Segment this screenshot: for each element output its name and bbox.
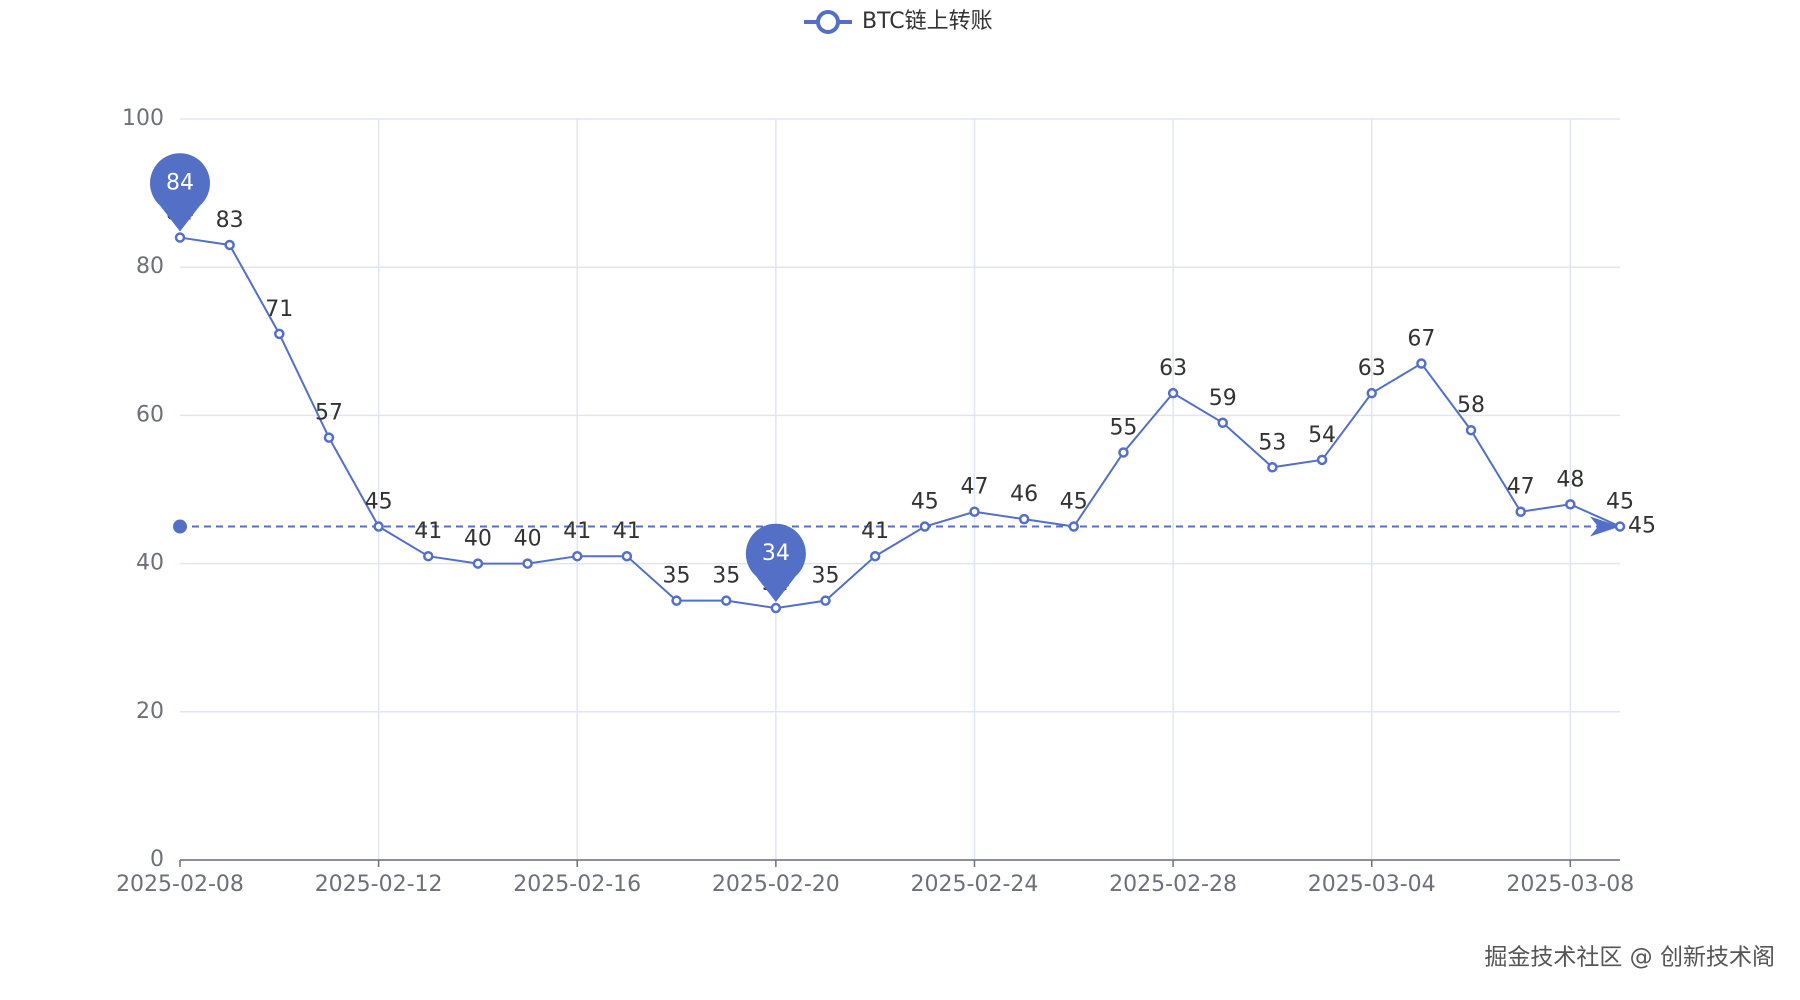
mark-line-start xyxy=(173,519,187,534)
data-point xyxy=(174,232,186,243)
y-tick-label: 60 xyxy=(136,402,164,427)
data-point xyxy=(1118,447,1129,458)
data-label: 47 xyxy=(1507,475,1535,500)
data-label: 63 xyxy=(1358,356,1386,381)
data-label: 45 xyxy=(365,490,393,515)
y-tick-label: 20 xyxy=(136,699,164,724)
data-point xyxy=(1267,462,1278,473)
x-tick-label: 2025-02-24 xyxy=(911,872,1039,897)
data-point xyxy=(472,558,484,569)
y-tick-label: 40 xyxy=(136,551,164,576)
data-label: 47 xyxy=(960,475,988,500)
x-tick-label: 2025-03-08 xyxy=(1506,872,1634,897)
x-tick-label: 2025-02-20 xyxy=(712,872,840,897)
data-point xyxy=(720,595,732,606)
x-tick-label: 2025-02-28 xyxy=(1109,872,1237,897)
data-label: 35 xyxy=(712,564,740,589)
y-tick-label: 80 xyxy=(136,254,164,279)
data-label: 67 xyxy=(1407,327,1435,352)
data-label: 41 xyxy=(861,519,889,544)
data-point xyxy=(1316,454,1328,466)
data-point xyxy=(1068,521,1080,532)
data-point xyxy=(1465,424,1477,436)
data-label: 40 xyxy=(464,527,492,552)
data-label: 45 xyxy=(911,490,939,515)
data-point xyxy=(671,595,682,606)
data-point xyxy=(820,595,831,606)
data-point xyxy=(323,432,335,443)
legend-label: BTC链上转账 xyxy=(862,9,993,34)
x-tick-label: 2025-02-16 xyxy=(513,872,641,897)
y-tick-label: 100 xyxy=(122,106,164,131)
data-label: 41 xyxy=(414,519,442,544)
data-point xyxy=(274,328,285,340)
x-tick-label: 2025-02-08 xyxy=(116,872,244,897)
data-point xyxy=(224,239,235,251)
data-label: 83 xyxy=(216,208,244,233)
data-label: 59 xyxy=(1209,386,1237,411)
legend-marker xyxy=(816,10,840,34)
data-label: 53 xyxy=(1258,430,1286,455)
data-point xyxy=(1515,506,1526,517)
data-point xyxy=(571,550,583,562)
data-label: 71 xyxy=(265,297,293,322)
data-point xyxy=(1167,387,1179,399)
data-label: 57 xyxy=(315,401,343,426)
data-label: 55 xyxy=(1109,415,1137,440)
watermark: 掘金技术社区 @ 创新技术阁 xyxy=(1484,945,1775,971)
y-tick-label: 0 xyxy=(150,847,164,872)
data-label: 58 xyxy=(1457,393,1485,418)
mark-line-arrow xyxy=(1590,516,1620,537)
data-label: 54 xyxy=(1308,423,1336,448)
data-label: 46 xyxy=(1010,482,1038,507)
data-point xyxy=(770,602,782,614)
data-label: 45 xyxy=(1606,490,1634,515)
data-point xyxy=(919,521,931,532)
mark-line-label: 45 xyxy=(1628,514,1656,539)
mark-pin-label: 34 xyxy=(762,541,790,566)
mark-pin xyxy=(149,153,210,232)
data-label: 40 xyxy=(514,527,542,552)
data-point xyxy=(1366,387,1377,399)
data-label: 41 xyxy=(563,519,591,544)
mark-pin xyxy=(745,523,806,603)
series-line xyxy=(179,236,1621,610)
data-point xyxy=(1217,417,1229,429)
data-point xyxy=(1565,499,1576,510)
data-label: 45 xyxy=(1060,490,1088,515)
data-label: 41 xyxy=(613,519,641,544)
data-point xyxy=(1614,521,1626,532)
mark-pin-label: 84 xyxy=(166,171,194,196)
data-point xyxy=(1018,513,1030,525)
data-label: 35 xyxy=(663,564,691,589)
data-point xyxy=(522,558,533,569)
data-point xyxy=(969,506,980,517)
data-point xyxy=(869,550,881,562)
data-label: 63 xyxy=(1159,356,1187,381)
x-tick-label: 2025-02-12 xyxy=(315,872,443,897)
data-label: 48 xyxy=(1556,467,1584,492)
data-point xyxy=(423,550,434,562)
data-point xyxy=(373,521,384,532)
x-tick-label: 2025-03-04 xyxy=(1308,872,1436,897)
data-label: 35 xyxy=(812,564,840,589)
data-point xyxy=(621,550,633,562)
data-point xyxy=(1416,358,1427,369)
